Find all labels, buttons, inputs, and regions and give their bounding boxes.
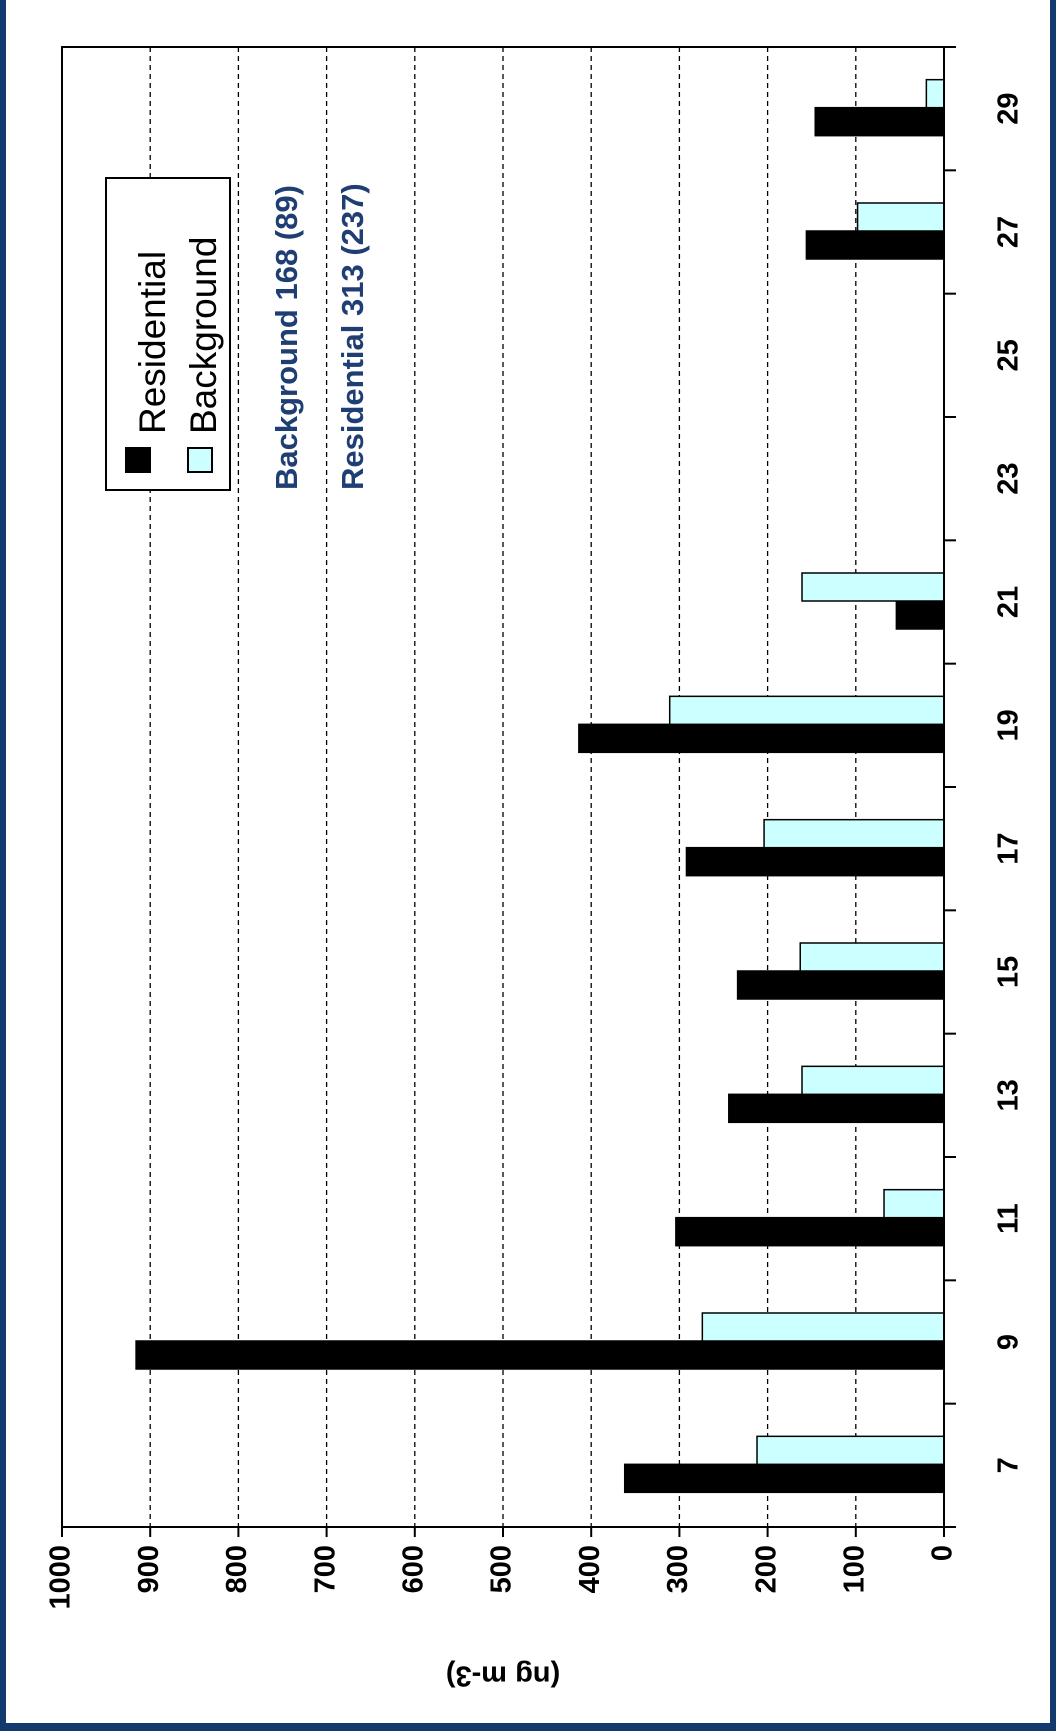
annotation-background-mean: Background 168 (89) <box>269 185 304 490</box>
category-axis: 7 9 11 13 15 17 19 21 23 25 27 29 <box>944 46 1025 1528</box>
bar-residential <box>728 1093 945 1124</box>
bar-residential <box>736 970 945 1000</box>
value-axis: 0 100 200 300 400 500 600 700 800 900 1000 <box>45 1527 959 1610</box>
legend-box <box>105 177 231 491</box>
value-tick-label: 300 <box>662 1545 694 1593</box>
value-tick-label: 800 <box>221 1545 253 1593</box>
category-tick-label: 23 <box>993 463 1025 495</box>
category-tick-label: 17 <box>993 833 1025 865</box>
bar-residential <box>685 846 945 877</box>
bar-residential <box>623 1463 945 1494</box>
category-tick-label: 13 <box>993 1079 1025 1111</box>
bar-residential <box>814 106 945 137</box>
bar-background <box>801 572 945 602</box>
category-tick-label: 11 <box>993 1203 1025 1234</box>
value-tick-label: 600 <box>397 1545 429 1593</box>
value-tick-label: 200 <box>750 1545 782 1593</box>
legend-label-background: Background <box>183 237 224 434</box>
bar-background <box>763 818 945 849</box>
category-tick-label: 21 <box>993 586 1025 618</box>
bar-residential <box>675 1216 945 1247</box>
bar-residential <box>135 1340 945 1370</box>
value-tick-label: 700 <box>309 1545 341 1593</box>
bars <box>135 78 945 1494</box>
gridlines <box>149 47 857 1527</box>
value-tick-label: 1000 <box>45 1545 77 1610</box>
legend-swatch-background <box>187 447 213 473</box>
value-tick-label: 100 <box>838 1545 870 1593</box>
bar-residential <box>578 723 945 754</box>
bar-background <box>668 695 945 726</box>
bar-residential <box>895 600 945 630</box>
value-tick-label: 900 <box>133 1545 165 1593</box>
bar-background <box>799 942 945 972</box>
bar-background <box>801 1065 945 1096</box>
bar-background <box>883 1188 945 1219</box>
category-tick-label: 15 <box>993 956 1025 988</box>
value-tick-label: 400 <box>574 1545 606 1593</box>
bar-residential <box>805 230 945 260</box>
category-tick-label: 9 <box>993 1334 1025 1350</box>
bar-background <box>925 78 945 109</box>
bar-background <box>701 1312 945 1342</box>
category-tick-label: 25 <box>993 339 1025 371</box>
legend-label-residential: Residential <box>132 251 173 434</box>
chart-frame: 0 100 200 300 400 500 600 700 800 900 1000 7 9 11 13 1… <box>6 0 1050 1723</box>
legend: Residential Background <box>105 177 231 491</box>
legend-swatch-residential <box>125 447 151 473</box>
category-tick-label: 7 <box>993 1457 1025 1473</box>
category-tick-label: 29 <box>993 93 1025 125</box>
bar-background <box>756 1435 945 1466</box>
value-tick-label: 0 <box>927 1545 959 1561</box>
value-tick-label: 500 <box>486 1545 518 1593</box>
bar-background <box>856 202 945 232</box>
category-tick-label: 27 <box>993 216 1025 248</box>
category-tick-label: 19 <box>993 709 1025 741</box>
value-axis-label: (ng m-3) <box>446 1659 560 1691</box>
annotation-residential-mean: Residential 313 (237) <box>335 183 370 490</box>
bar-chart: 0 100 200 300 400 500 600 700 800 900 1000 7 9 11 13 1… <box>45 46 1025 1691</box>
